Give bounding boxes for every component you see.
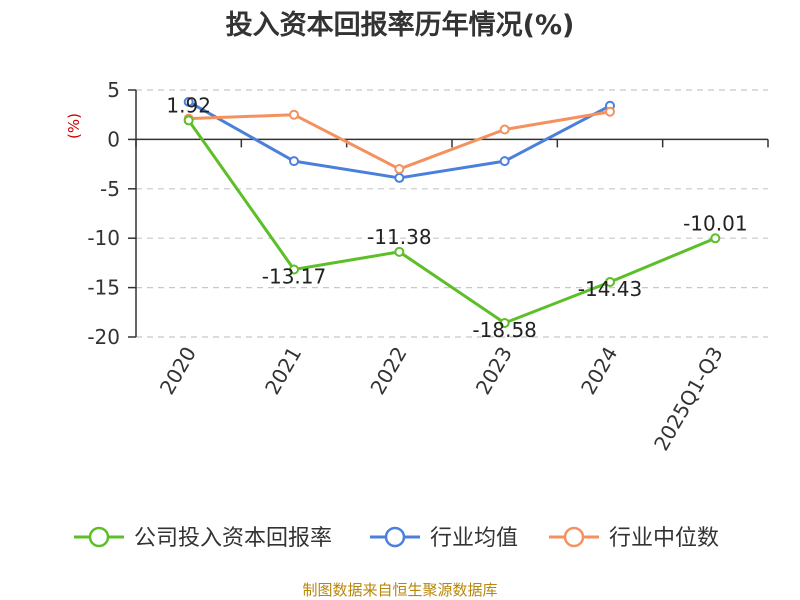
data-point[interactable] [183, 115, 194, 126]
data-label: 1.92 [166, 93, 211, 117]
y-tick-label: -20 [87, 325, 120, 349]
data-label: -14.43 [578, 277, 642, 301]
data-point[interactable] [394, 164, 405, 175]
data-label: -13.17 [262, 265, 326, 289]
legend-label: 公司投入资本回报率 [134, 526, 332, 551]
series-line [187, 119, 716, 325]
axes: 5 0 -5 -10 -15 -20 2020 2021 2022 2023 2024 2025Q1-… [87, 78, 769, 455]
data-label: -11.38 [367, 225, 431, 249]
data-labels: 1.92 -13.17 -11.38 -18.58 -14.43 -10.01 [166, 93, 747, 342]
legend-item[interactable]: 行业中位数 [549, 526, 719, 551]
x-tick-label: 2023 [471, 343, 517, 399]
legend-marker-icon [384, 526, 406, 548]
legend-item[interactable]: 行业均值 [370, 526, 518, 551]
data-point[interactable] [289, 109, 299, 120]
data-point[interactable] [499, 156, 510, 167]
data-point[interactable] [183, 96, 194, 107]
source-note: 制图数据来自恒生聚源数据库 [302, 581, 497, 599]
data-point[interactable] [605, 276, 615, 287]
data-point[interactable] [710, 233, 721, 244]
x-tick-label: 2024 [576, 343, 622, 399]
data-point[interactable] [394, 172, 405, 183]
y-axis-unit: (%) [65, 113, 83, 139]
x-tick-label: 2022 [365, 343, 411, 399]
data-point[interactable] [394, 246, 405, 257]
legend-label: 行业均值 [430, 526, 518, 551]
data-point[interactable] [499, 124, 510, 135]
data-point[interactable] [605, 106, 615, 117]
x-tick-label: 2020 [155, 343, 201, 399]
chart-title: 投入资本回报率历年情况(%) [226, 9, 575, 41]
legend[interactable]: 公司投入资本回报率 行业均值 行业中位数 [74, 526, 719, 551]
data-label: -10.01 [683, 211, 747, 235]
data-label: -18.58 [472, 318, 536, 342]
data-point[interactable] [499, 317, 510, 328]
legend-item[interactable]: 公司投入资本回报率 [74, 526, 332, 551]
legend-marker-icon [88, 526, 110, 548]
y-tick-label: -5 [100, 177, 120, 201]
data-point[interactable] [289, 156, 299, 167]
y-tick-label: -10 [87, 226, 120, 250]
legend-marker-icon [563, 526, 585, 548]
y-tick-label: -15 [87, 276, 120, 300]
data-point[interactable] [289, 264, 299, 275]
y-tick-label: 5 [107, 78, 120, 102]
x-tick-label: 2021 [260, 343, 306, 399]
series-lines [183, 96, 721, 328]
y-tick-label: 0 [107, 127, 120, 151]
x-tick-label: 2025Q1-Q3 [649, 343, 728, 455]
legend-label: 行业中位数 [609, 526, 719, 551]
